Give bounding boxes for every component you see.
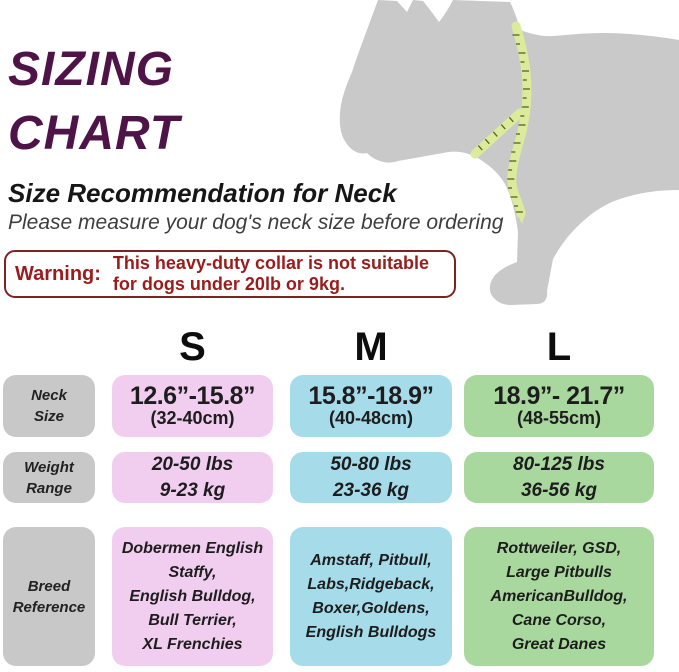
neck-size-s-inches: 12.6”-15.8” bbox=[129, 381, 256, 410]
weight-range-cell-l: 80-125 lbs 36-56 kg bbox=[464, 452, 654, 503]
row-label-neck-size-text: Neck Size bbox=[31, 387, 67, 425]
weight-range-cell-m: 50-80 lbs 23-36 kg bbox=[290, 452, 452, 503]
neck-size-cell-s: 12.6”-15.8” (32-40cm) bbox=[112, 375, 273, 437]
breed-reference-cell-l: Rottweiler, GSD, Large Pitbulls American… bbox=[464, 527, 654, 666]
breed-reference-m-text: Amstaff, Pitbull, Labs,Ridgeback, Boxer,… bbox=[305, 551, 437, 641]
row-label-breed-reference-text: Breed Reference bbox=[12, 577, 86, 616]
breed-reference-cell-m: Amstaff, Pitbull, Labs,Ridgeback, Boxer,… bbox=[290, 527, 452, 666]
breed-reference-cell-s: Dobermen English Staffy, English Bulldog… bbox=[112, 527, 273, 666]
warning-box: Warning: This heavy-duty collar is not s… bbox=[4, 250, 456, 298]
neck-size-m-inches: 15.8”-18.9” bbox=[308, 381, 434, 410]
tape-tick-marks bbox=[477, 34, 530, 213]
neck-size-l-inches: 18.9”- 21.7” bbox=[493, 381, 625, 410]
warning-label: Warning: bbox=[15, 262, 101, 285]
breed-reference-s-text: Dobermen English Staffy, English Bulldog… bbox=[121, 539, 264, 653]
breed-reference-l-text: Rottweiler, GSD, Large Pitbulls American… bbox=[490, 539, 628, 653]
weight-range-l-text: 80-125 lbs 36-56 kg bbox=[513, 454, 605, 501]
row-label-neck-size: Neck Size bbox=[3, 375, 95, 437]
page-title: SIZING CHART bbox=[8, 38, 180, 166]
page-subtitle: Size Recommendation for Neck bbox=[8, 178, 397, 208]
page-title-line2: CHART bbox=[8, 107, 181, 160]
size-header-l: L bbox=[546, 325, 572, 369]
neck-size-m-cm: (40-48cm) bbox=[328, 408, 414, 429]
neck-size-cell-m: 15.8”-18.9” (40-48cm) bbox=[290, 375, 452, 437]
row-label-weight-range: Weight Range bbox=[3, 452, 95, 503]
weight-range-m-text: 50-80 lbs 23-36 kg bbox=[330, 454, 412, 501]
weight-range-s-text: 20-50 lbs 9-23 kg bbox=[151, 454, 234, 501]
row-label-breed-reference: Breed Reference bbox=[3, 527, 95, 666]
size-header-m: M bbox=[354, 325, 388, 369]
page-title-line1: SIZING bbox=[8, 43, 175, 96]
size-header-s: S bbox=[179, 325, 206, 369]
neck-size-cell-l: 18.9”- 21.7” (48-55cm) bbox=[464, 375, 654, 437]
dog-silhouette-svg bbox=[339, 0, 679, 305]
dog-neck-measure-illustration bbox=[339, 0, 679, 312]
weight-range-cell-s: 20-50 lbs 9-23 kg bbox=[112, 452, 273, 503]
warning-message: This heavy-duty collar is not suitable f… bbox=[112, 253, 429, 294]
row-label-weight-range-text: Weight Range bbox=[24, 458, 74, 497]
measuring-tape bbox=[470, 21, 532, 224]
neck-size-s-cm: (32-40cm) bbox=[150, 408, 235, 429]
measure-note: Please measure your dog's neck size befo… bbox=[8, 211, 504, 234]
dog-silhouette bbox=[339, 0, 679, 305]
neck-size-l-cm: (48-55cm) bbox=[516, 408, 602, 429]
